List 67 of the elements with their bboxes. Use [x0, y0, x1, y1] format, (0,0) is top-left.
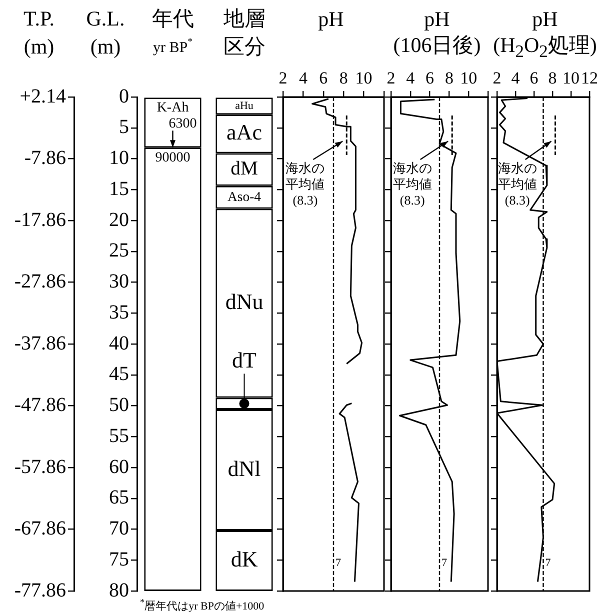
x-tick-label: 10: [460, 68, 478, 88]
text: $^{*}$暦年代はyr BPの値+1000: [140, 596, 264, 614]
x-tick-label: 12: [581, 68, 598, 88]
y2-axis-title: T.P. (m): [23, 6, 55, 59]
y-tick-label: 80: [109, 579, 129, 602]
annotation: 海水の平均値 (8.3): [286, 160, 325, 208]
y2-tick-label: +2.14: [20, 85, 66, 108]
y-tick-label: 75: [109, 548, 129, 570]
y-tick-label: 60: [109, 456, 129, 478]
y-tick-label: 25: [109, 240, 129, 262]
y2-tick-label: -17.86: [14, 208, 66, 231]
y-tick-label: 45: [109, 363, 129, 386]
series-label: aAc: [226, 120, 262, 145]
chart-title: pH: [317, 6, 345, 32]
x-tick-label: 2: [386, 68, 396, 88]
x-tick-label: 6: [319, 68, 328, 88]
y2-tick-label: -57.86: [14, 456, 66, 478]
y2-tick-label: -27.86: [14, 270, 66, 292]
series-label: Aso-4: [228, 188, 262, 204]
x-tick-label: 4: [298, 68, 308, 88]
ref-line-label: 7: [545, 556, 552, 569]
y-tick-label: 5: [119, 116, 129, 138]
y-tick-label: 15: [109, 178, 129, 200]
series-label: 90000: [155, 150, 190, 166]
chart-title: pH (H$_{2}$O$_{2}$処理): [493, 7, 597, 62]
annotation: 海水の平均値 (8.3): [392, 160, 432, 208]
y2-tick-label: -47.86: [14, 394, 66, 416]
y-axis-title: G.L. (m): [86, 6, 125, 59]
y-tick-label: 20: [109, 208, 129, 231]
x-tick-label: 6: [530, 68, 538, 88]
series-label: aHu: [235, 100, 254, 112]
x-tick-label: 10: [562, 68, 580, 88]
y-tick-label: 70: [109, 518, 129, 540]
x-tick-label: 4: [406, 68, 416, 88]
x-tick-label: 2: [492, 68, 502, 88]
ref-line-label: 7: [336, 556, 342, 569]
series-label: dT: [232, 348, 258, 373]
x-tick-label: 8: [548, 68, 557, 88]
x-tick-label: 6: [426, 68, 434, 88]
y2-tick-label: -37.86: [14, 332, 66, 354]
y-tick-label: 50: [109, 394, 129, 416]
y-tick-label: 65: [109, 486, 129, 509]
y-tick-label: 40: [109, 332, 129, 354]
x-tick-label: 地層区分: [222, 6, 266, 59]
y-tick-label: 10: [109, 147, 129, 169]
y-tick-label: 55: [109, 424, 129, 447]
x-tick-label: 4: [511, 68, 520, 88]
x-tick-label: 8: [444, 68, 454, 88]
annotation: 海水の平均値 (8.3): [498, 160, 537, 208]
chart-title: pH (106日後): [393, 7, 481, 57]
series-label: dK: [230, 546, 258, 572]
series-label: K-Ah: [156, 100, 189, 116]
y2-tick-label: -77.86: [14, 579, 66, 602]
x-tick-label: 8: [339, 68, 348, 88]
y2-tick-label: -67.86: [14, 518, 66, 540]
series-label: dNu: [225, 289, 264, 314]
y-tick-label: 30: [109, 270, 129, 292]
annotation: 6300: [168, 116, 197, 132]
x-tick-label: 2: [278, 68, 288, 88]
ref-line-label: 7: [442, 556, 448, 569]
y2-tick-label: -7.86: [24, 147, 66, 169]
y-tick-label: 35: [109, 301, 129, 324]
series-label: dM: [230, 158, 258, 180]
x-tick-label: 10: [355, 68, 372, 88]
series-label: dNl: [228, 456, 261, 481]
x-tick-label: 年代 yr BP*: [152, 6, 194, 56]
y-tick-label: 0: [119, 85, 129, 108]
